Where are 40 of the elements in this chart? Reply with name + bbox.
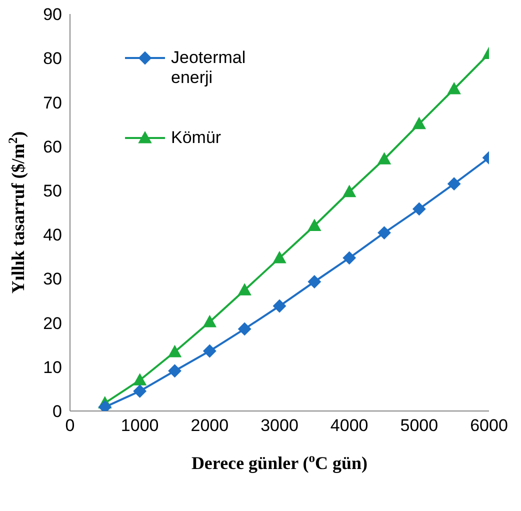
x-tick-label: 2000 [190,416,229,436]
y-tick-label: 70 [43,93,62,112]
point [378,226,391,240]
point [448,177,461,190]
x-tick-label: 6000 [470,416,508,436]
point [238,284,252,296]
point [238,322,252,336]
point [342,185,356,198]
y-tick-label: 20 [43,314,62,333]
x-tick-label: 1000 [120,416,159,436]
point [133,384,146,398]
point [133,374,146,386]
point [378,152,391,164]
y-tick-label: 80 [43,49,62,68]
y-tick-label: 10 [43,358,62,377]
y-tick-label: 30 [43,270,62,289]
x-tick-label: 5000 [400,416,438,436]
point [412,117,426,130]
point [412,202,426,216]
point [273,300,286,313]
x-tick-label: 0 [65,416,75,436]
point [342,251,356,264]
y-tick-label: 90 [43,5,62,24]
x-axis-title: Derece günler ($^{o}$C gün) [191,451,368,473]
legend-label: Kömür [171,128,222,148]
point [308,219,321,232]
legend-label: Jeotermal enerji [171,48,246,88]
point [168,364,182,378]
y-tick-label: 0 [52,402,62,422]
y-tick-label: 50 [43,181,62,200]
x-tick-label: 3000 [260,416,298,436]
point [308,275,321,288]
point [203,315,216,328]
point [448,82,461,94]
point [273,251,286,264]
y-tick-label: 60 [43,137,62,156]
x-tick-label: 4000 [330,416,368,436]
point [168,345,182,358]
y-tick-label: 40 [43,226,62,245]
point [203,344,216,358]
